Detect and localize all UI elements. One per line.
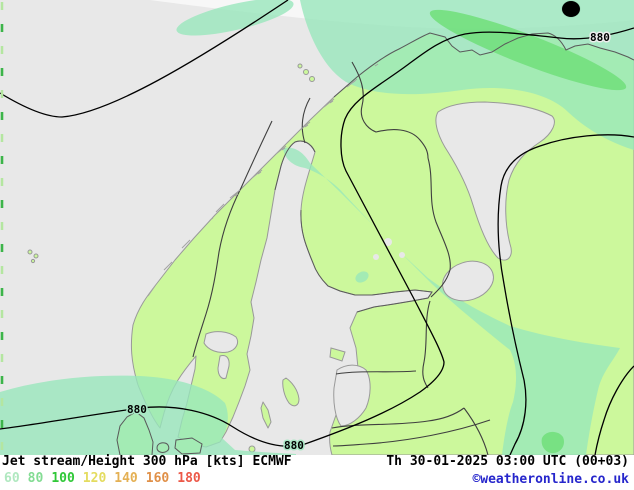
jet80-north-streak bbox=[429, 9, 627, 91]
legend-value: 100 bbox=[51, 471, 75, 486]
contour-label: 880 bbox=[284, 439, 304, 452]
gulf-of-finland-coast-overlay bbox=[300, 209, 433, 313]
contour-east bbox=[497, 134, 634, 455]
norway-sweden-border bbox=[192, 120, 273, 358]
jet80-southeast-spot bbox=[541, 431, 564, 454]
finnish-lakes bbox=[373, 238, 405, 260]
saaremaa-island bbox=[329, 347, 346, 362]
copyright-watermark: ©weatheronline.co.uk bbox=[472, 472, 629, 487]
barents-island-overlay bbox=[562, 1, 580, 17]
legend-value: 160 bbox=[145, 471, 170, 486]
white-sea bbox=[435, 101, 555, 261]
russia-latvia-border bbox=[463, 407, 489, 455]
footer-row-1: Jet stream/Height 300 hPa [kts] ECMWF Th… bbox=[0, 454, 634, 469]
jet-shading-80kt-layer bbox=[429, 9, 627, 454]
contour-label: 880 bbox=[127, 403, 147, 416]
jet60-southwest-dome bbox=[0, 375, 296, 455]
lake-vattern bbox=[217, 355, 230, 379]
denmark-coast-overlay bbox=[116, 411, 203, 455]
contour-label: 880 bbox=[590, 31, 610, 44]
footer-row-2: 60 80 100 120 140 160 180 ©weatheronline… bbox=[0, 470, 634, 487]
contour-880-main bbox=[0, 27, 634, 447]
oland-island bbox=[260, 401, 272, 429]
wind-speed-legend: 60 80 100 120 140 160 180 bbox=[4, 470, 209, 487]
legend-value: 180 bbox=[177, 471, 201, 486]
border-layer bbox=[192, 61, 491, 455]
fjord-detail-layer bbox=[147, 63, 379, 297]
bothnia-top-coast-overlay bbox=[274, 140, 316, 191]
contour-layer bbox=[0, 0, 634, 455]
legend-value: 80 bbox=[27, 471, 44, 486]
gulf-of-riga bbox=[333, 364, 371, 427]
map-title: Jet stream/Height 300 hPa [kts] ECMWF bbox=[2, 454, 292, 469]
finland-russia-border bbox=[427, 157, 451, 298]
gotland-island bbox=[282, 377, 300, 407]
north-coast-overlay bbox=[333, 32, 634, 98]
lithuania-border bbox=[332, 419, 491, 447]
sweden-finland-border bbox=[301, 97, 311, 144]
contour-northwest bbox=[0, 0, 289, 118]
jet60-northwest-patch bbox=[176, 0, 294, 36]
contour-labels: 880 880 880 bbox=[126, 30, 612, 454]
legend-value: 60 bbox=[4, 471, 20, 486]
contour-southeast-corner bbox=[594, 365, 634, 455]
faroe-islands bbox=[27, 249, 39, 264]
lake-ladoga bbox=[442, 260, 494, 302]
lofoten-islands bbox=[297, 63, 315, 82]
estonia-russia-border bbox=[422, 300, 431, 389]
latvia-lithuania-border bbox=[331, 407, 465, 429]
norway-finland-border bbox=[351, 61, 429, 159]
legend-value: 120 bbox=[82, 471, 107, 486]
estonia-latvia-border bbox=[335, 370, 417, 375]
weather-map: 880 880 880 bbox=[0, 0, 634, 455]
jet60-central-and-southeast-band bbox=[283, 147, 620, 455]
jet60-baltic-fleck bbox=[355, 271, 369, 283]
coastline-overlay-layer bbox=[116, 1, 634, 455]
legend-value: 140 bbox=[114, 471, 138, 486]
map-datetime: Th 30-01-2025 03:00 UTC (00+03) bbox=[386, 454, 629, 469]
bornholm-island bbox=[248, 445, 256, 453]
sea-features-layer bbox=[203, 101, 555, 427]
lake-vanern bbox=[203, 331, 239, 353]
